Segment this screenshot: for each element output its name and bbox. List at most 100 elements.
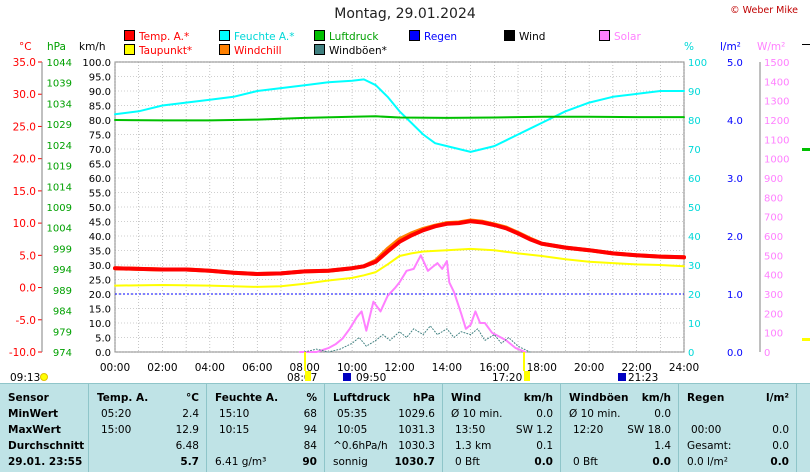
- stats-time: 15:10: [219, 408, 250, 420]
- stats-footer-label: 0.0 l/m²: [687, 456, 728, 468]
- temp-tick-label: 35.0: [13, 57, 36, 69]
- solar-tick-label: 1300: [764, 97, 789, 108]
- pressure-tick-label: 1039: [47, 79, 72, 90]
- stats-footer-label: 0 Bft: [573, 456, 598, 468]
- pressure-tick-label: 1029: [47, 120, 72, 131]
- legend-label: Feuchte A.*: [234, 31, 295, 43]
- stats-row-label: MaxWert: [8, 424, 61, 436]
- temp-tick-label: 10.0: [13, 218, 36, 230]
- legend-label: Taupunkt*: [139, 45, 193, 57]
- stats-header: Luftdruck: [333, 392, 391, 404]
- legend-item: Solar: [599, 30, 641, 43]
- legend-swatch: [219, 30, 230, 41]
- stats-value: 84: [303, 440, 317, 452]
- solar-tick-label: 0: [764, 348, 770, 359]
- sunset-marker: [524, 371, 530, 381]
- timeline-start: 09:13: [10, 372, 40, 381]
- stats-value: 0.0: [536, 408, 553, 420]
- stats-current: 5.7: [180, 456, 199, 468]
- solar-axis-unit: W/m²: [757, 41, 785, 53]
- x-tick-label: 22:00: [621, 362, 651, 374]
- legend-label: Regen: [424, 31, 458, 43]
- stats-value: 68: [303, 408, 317, 420]
- legend-label: Windböen*: [329, 45, 387, 57]
- stats-current: 1030.7: [394, 456, 435, 468]
- x-tick-label: 02:00: [147, 362, 177, 374]
- stats-total-label: Gesamt:: [687, 440, 732, 452]
- stats-unit: hPa: [413, 392, 435, 404]
- pressure-tick-label: 1024: [47, 141, 72, 152]
- rain-tick-label: 3.0: [727, 174, 743, 185]
- pressure-tick-label: 984: [53, 307, 72, 318]
- stats-time: 10:15: [219, 424, 250, 436]
- series-line: [114, 247, 685, 288]
- stats-trend: ^0.6hPa/h: [333, 440, 388, 452]
- x-tick-label: 04:00: [195, 362, 225, 374]
- wind-tick-label: 50.0: [89, 203, 111, 214]
- solar-tick-label: 100: [764, 329, 783, 340]
- timeline-mark1: 09:50: [356, 372, 386, 381]
- rain-tick-label: 4.0: [727, 116, 743, 127]
- statistics-table: Sensor MinWert MaxWert Durchschnitt 29.0…: [0, 383, 810, 472]
- x-tick-label: 12:00: [384, 362, 414, 374]
- sunrise-time: 08:07: [287, 372, 317, 381]
- x-tick-label: 10:00: [337, 362, 367, 374]
- stats-header: Regen: [687, 392, 725, 404]
- stats-value: 2.4: [182, 408, 199, 420]
- stats-header: Windböen: [569, 392, 629, 404]
- wind-tick-label: 70.0: [89, 145, 111, 156]
- legend-label: Windchill: [234, 45, 282, 57]
- solar-tick-label: 500: [764, 251, 783, 262]
- stats-col-wind: Wind km/h Ø 10 min. 0.0 13:50 SW 1.2 1.3…: [442, 384, 561, 472]
- temp-tick-label: 25.0: [13, 121, 36, 133]
- stats-current: 0.0: [652, 456, 671, 468]
- stats-unit: km/h: [523, 392, 553, 404]
- stats-value: 94: [303, 424, 317, 436]
- temp-tick-label: -10.0: [9, 347, 36, 359]
- chart-axes: °C hPa km/h% l/m² W/m² 35.0 30.0 25.0 20.0 15.0 10…: [9, 41, 810, 374]
- stats-time: 05:35: [337, 408, 368, 420]
- series-line: [298, 254, 527, 353]
- x-tick-label: 00:00: [100, 362, 130, 374]
- stats-unit: %: [306, 392, 317, 404]
- humidity-axis-unit: %: [684, 41, 694, 53]
- wind-tick-label: 0.0: [95, 348, 111, 359]
- solar-tick-label: 600: [764, 232, 783, 243]
- wind-tick-label: 45.0: [89, 218, 111, 229]
- moon-icon: [343, 373, 351, 381]
- x-tick-label: 14:00: [432, 362, 462, 374]
- moon-icon: [618, 373, 626, 381]
- legend-swatch: [219, 44, 230, 55]
- legend-label: Wind: [519, 31, 546, 43]
- humidity-tick-label: 20: [688, 290, 701, 301]
- wind-axis-unit: km/h: [79, 41, 106, 53]
- solar-tick-label: 400: [764, 271, 783, 282]
- rain-tick-label: 1.0: [727, 290, 743, 301]
- wind-tick-label: 95.0: [89, 73, 111, 84]
- copyright-link[interactable]: © Weber Mike: [730, 5, 798, 16]
- stats-time: Ø 10 min.: [569, 408, 621, 420]
- weather-chart: °C hPa km/h% l/m² W/m² 35.0 30.0 25.0 20.0 15.0 10…: [8, 41, 810, 381]
- humidity-tick-label: 70: [688, 145, 701, 156]
- x-tick-label: 20:00: [574, 362, 604, 374]
- series-line: [114, 115, 685, 122]
- solar-tick-label: 700: [764, 213, 783, 224]
- humidity-tick-label: 50: [688, 203, 701, 214]
- pressure-tick-label: 1019: [47, 162, 72, 173]
- pressure-tick-label: 1044: [47, 58, 72, 69]
- x-tick-label: 18:00: [527, 362, 557, 374]
- legend-label: Luftdruck: [329, 31, 379, 43]
- rain-tick-label: 2.0: [727, 232, 743, 243]
- stats-value: 0.0: [772, 440, 789, 452]
- legend-item: Wind: [504, 30, 545, 43]
- stats-value: 6.48: [175, 440, 199, 452]
- pressure-axis-unit: hPa: [47, 41, 66, 53]
- dewpoint-edge-marker: [802, 338, 810, 341]
- pressure-tick-label: 989: [53, 286, 72, 297]
- solar-tick-label: 1200: [764, 116, 789, 127]
- wind-tick-label: 25.0: [89, 276, 111, 287]
- stats-time: 13:50: [455, 424, 486, 436]
- wind-tick-label: 35.0: [89, 247, 111, 258]
- chart-timeline: 09:13 08:07 09:50 17:20 21:23: [10, 352, 658, 381]
- temp-tick-label: 0.0: [19, 283, 36, 295]
